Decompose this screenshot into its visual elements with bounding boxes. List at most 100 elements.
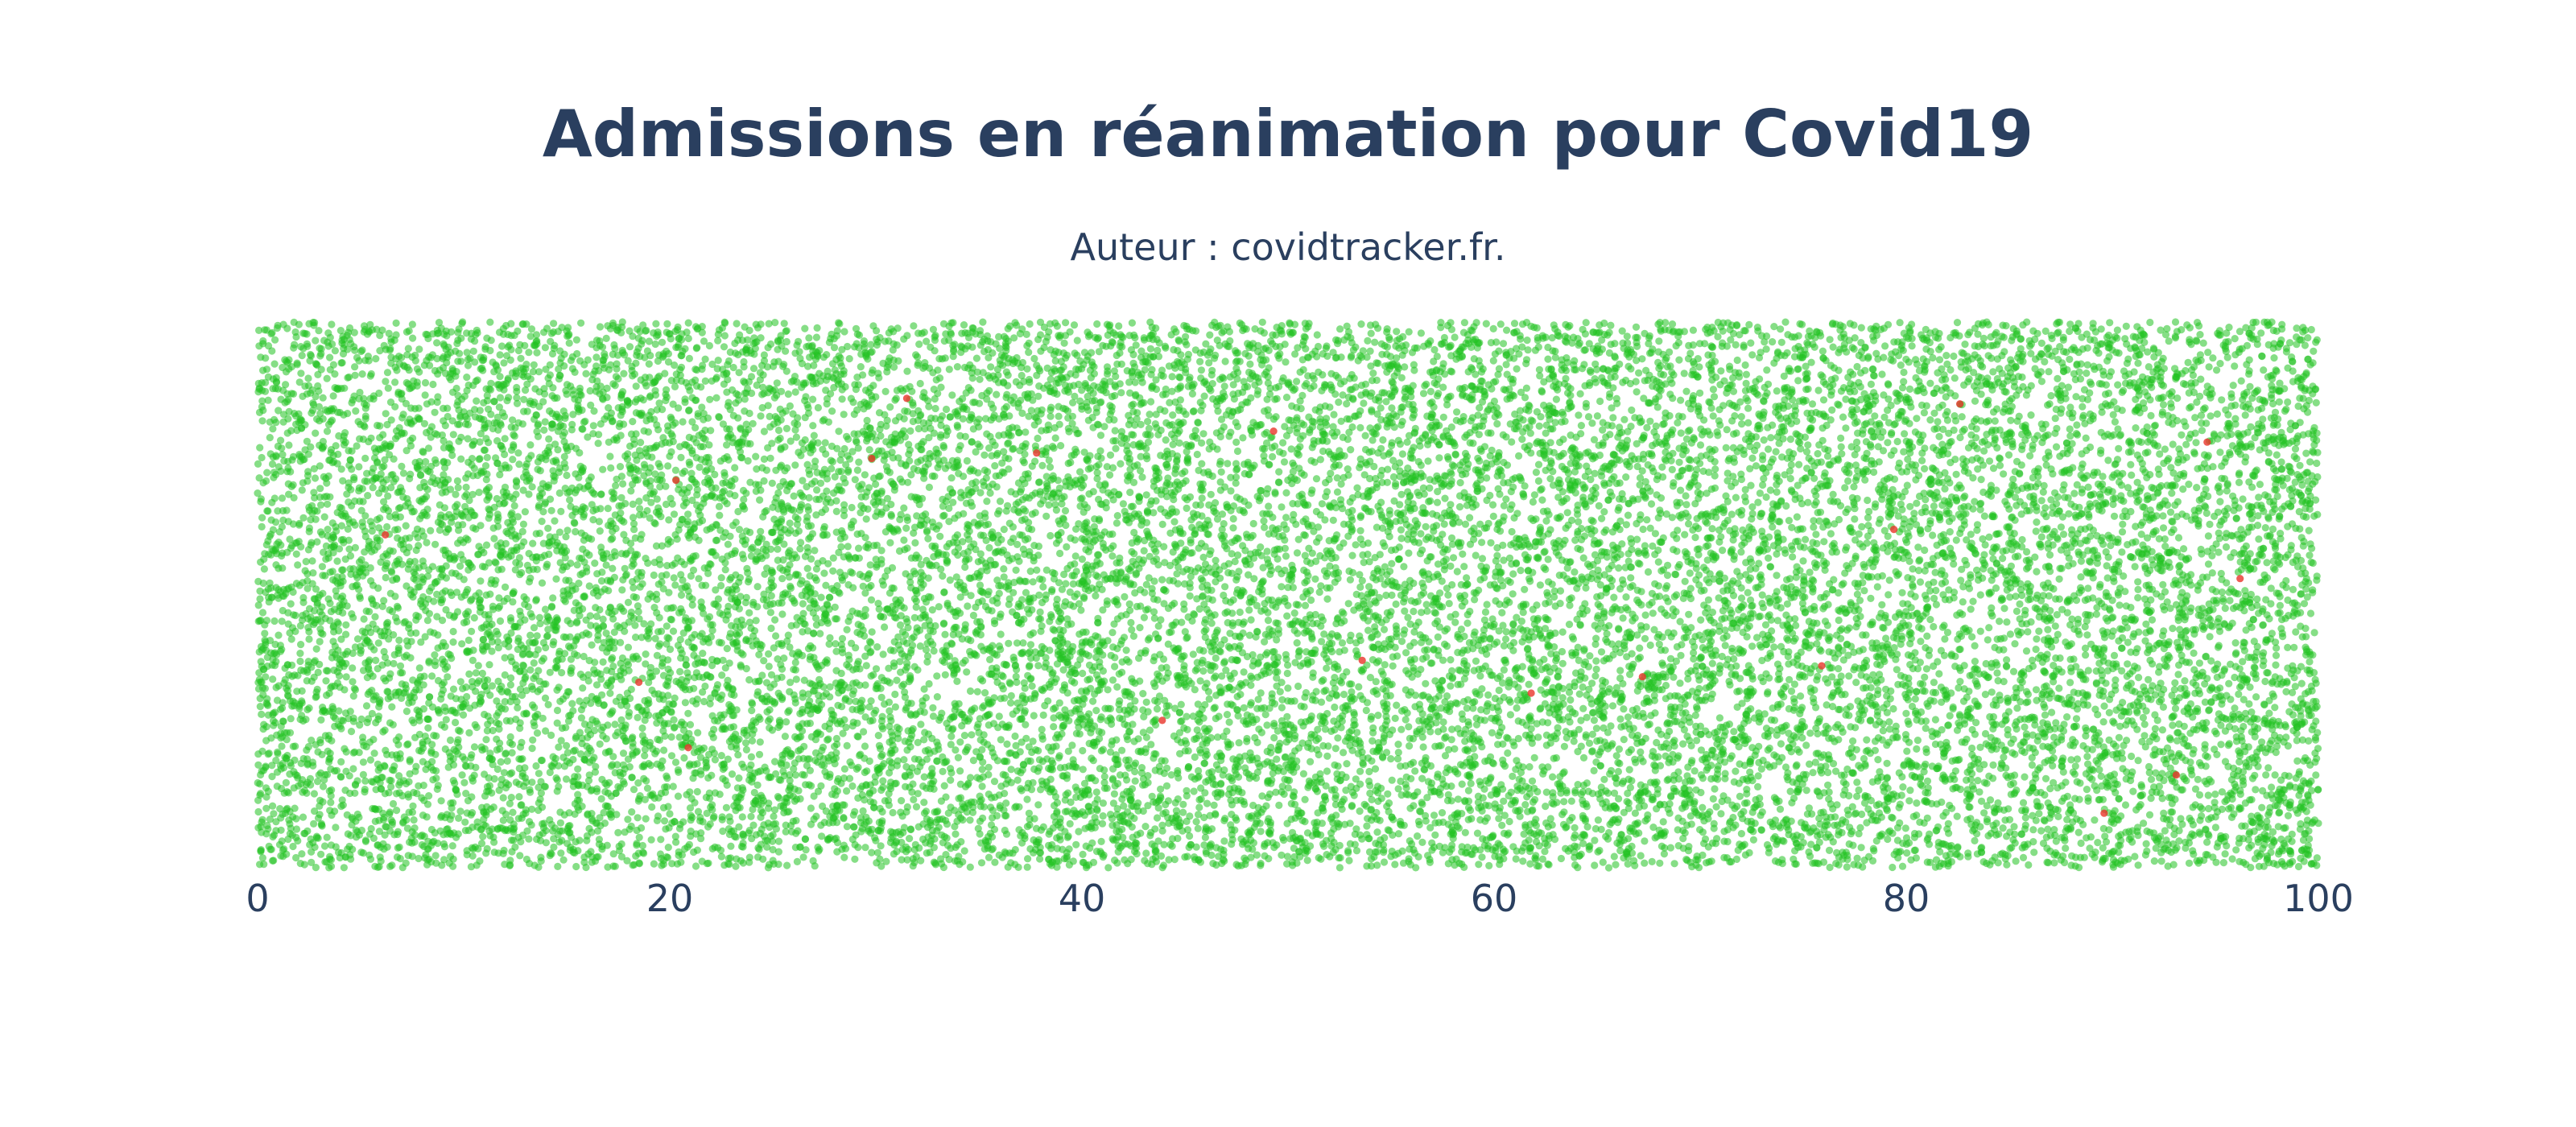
scatter-point <box>552 575 560 583</box>
scatter-point <box>1000 565 1008 573</box>
scatter-point <box>1026 320 1034 328</box>
scatter-point <box>2022 391 2030 399</box>
scatter-point <box>742 745 751 754</box>
scatter-point <box>786 643 794 651</box>
scatter-point <box>384 492 392 500</box>
scatter-point <box>495 403 504 411</box>
scatter-point <box>735 396 743 404</box>
scatter-point <box>810 630 818 638</box>
scatter-point <box>1500 642 1508 650</box>
scatter-point <box>700 337 708 345</box>
scatter-point <box>320 842 329 850</box>
scatter-point <box>1066 819 1074 828</box>
scatter-point <box>1651 580 1659 588</box>
scatter-point <box>1261 711 1269 719</box>
scatter-point <box>262 354 270 362</box>
scatter-point <box>1748 808 1757 816</box>
scatter-point <box>1438 809 1447 817</box>
scatter-point <box>896 658 904 666</box>
scatter-point <box>337 758 345 766</box>
scatter-point <box>1889 704 1897 713</box>
scatter-point <box>1980 512 1988 520</box>
scatter-point <box>647 836 655 844</box>
scatter-point <box>1938 580 1946 588</box>
scatter-point <box>554 862 562 870</box>
scatter-point <box>1847 723 1855 731</box>
scatter-point <box>1093 320 1101 328</box>
scatter-point <box>1153 814 1162 822</box>
scatter-point <box>1456 479 1464 487</box>
scatter-point <box>1829 343 1837 351</box>
scatter-point <box>755 650 763 658</box>
scatter-point <box>1291 350 1299 358</box>
scatter-point <box>2059 530 2068 539</box>
scatter-point <box>1130 550 1138 558</box>
scatter-point <box>1885 576 1893 584</box>
scatter-point <box>2072 715 2081 723</box>
scatter-point <box>1192 818 1200 826</box>
scatter-point <box>1525 680 1533 688</box>
scatter-point <box>2094 839 2102 847</box>
scatter-point <box>393 617 401 625</box>
scatter-point <box>1000 526 1008 534</box>
scatter-point <box>2232 846 2240 854</box>
scatter-point <box>2140 720 2149 729</box>
scatter-point <box>471 337 479 345</box>
scatter-point <box>2203 753 2211 761</box>
scatter-point <box>1529 605 1537 613</box>
scatter-point <box>676 667 684 676</box>
scatter-point <box>636 583 644 591</box>
scatter-point <box>1356 526 1364 535</box>
scatter-point <box>532 596 541 604</box>
scatter-point <box>596 323 605 331</box>
scatter-point <box>322 677 330 685</box>
series-green <box>254 318 2322 872</box>
scatter-point <box>877 693 886 702</box>
scatter-point <box>1282 394 1291 402</box>
scatter-point <box>359 758 367 766</box>
scatter-point <box>1229 514 1237 523</box>
scatter-point <box>1935 345 1943 353</box>
scatter-point <box>1878 601 1886 609</box>
scatter-point <box>2132 424 2140 432</box>
scatter-point <box>2074 320 2083 328</box>
scatter-point <box>1186 832 1194 840</box>
scatter-point <box>1636 515 1644 523</box>
scatter-point <box>352 407 360 415</box>
scatter-point <box>771 319 779 327</box>
scatter-point <box>1009 444 1018 452</box>
scatter-point <box>2310 347 2318 355</box>
scatter-point <box>464 636 473 645</box>
scatter-point <box>791 461 799 469</box>
scatter-point <box>2115 733 2123 741</box>
scatter-point <box>2044 825 2052 833</box>
scatter-point <box>1405 328 1413 336</box>
scatter-point <box>1199 667 1208 675</box>
scatter-point <box>1368 436 1377 444</box>
scatter-point <box>433 613 441 621</box>
scatter-point <box>1217 641 1225 649</box>
scatter-point <box>1560 742 1568 750</box>
scatter-point <box>1749 836 1757 844</box>
scatter-point <box>1484 691 1492 700</box>
scatter-point <box>1765 554 1773 562</box>
scatter-point <box>393 807 401 815</box>
scatter-point <box>298 352 306 360</box>
scatter-point <box>721 566 729 574</box>
scatter-point <box>1793 761 1801 769</box>
scatter-point <box>2264 449 2273 457</box>
scatter-point <box>1318 638 1326 646</box>
scatter-point <box>1668 465 1676 474</box>
scatter-point <box>1394 830 1403 838</box>
scatter-point <box>1808 400 1817 408</box>
scatter-point <box>1070 321 1079 329</box>
scatter-point <box>967 592 975 600</box>
scatter-point <box>1139 690 1147 698</box>
scatter-point <box>1627 365 1635 373</box>
scatter-point <box>1455 503 1464 511</box>
scatter-point <box>858 696 866 704</box>
scatter-point <box>361 777 369 785</box>
scatter-point <box>1454 795 1462 803</box>
scatter-point <box>972 354 980 362</box>
scatter-point <box>1595 502 1603 510</box>
